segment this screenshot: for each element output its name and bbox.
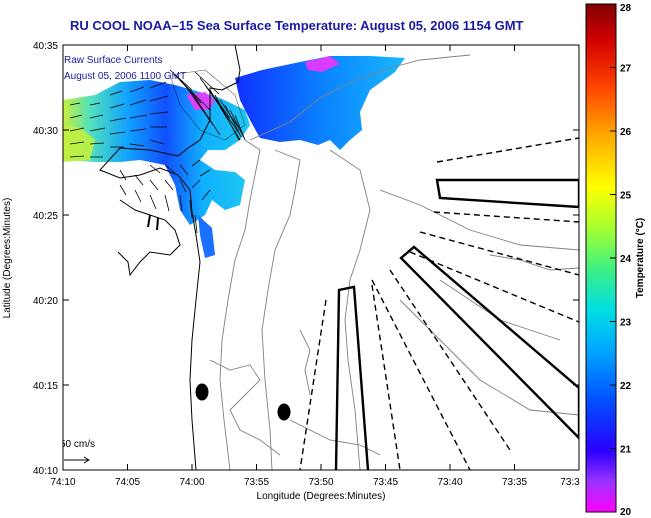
x-tick-label: 73:45 [373, 477, 398, 488]
colorbar-ticks: 28 27 26 25 24 23 22 21 20 [610, 3, 632, 518]
vector-heads [147, 214, 159, 231]
y-axis-ticks: 40:35 40:30 40:25 40:20 40:15 40:10 [33, 41, 579, 477]
colorbar-label: Temperature (°C) [635, 218, 646, 299]
colorbar-tick-label: 25 [620, 191, 632, 202]
colorbar-tick-label: 22 [620, 381, 632, 392]
colorbar-tick-label: 24 [620, 254, 632, 265]
y-axis-label: Latitude (Degrees:Minutes) [2, 198, 13, 319]
x-tick-label: 73:50 [308, 477, 333, 488]
mooring-marker [195, 383, 209, 401]
x-tick-label: 73:35 [502, 477, 527, 488]
y-tick-label: 40:15 [33, 381, 58, 392]
colorbar-tick-label: 21 [620, 445, 632, 456]
transect-box-3 [399, 245, 579, 440]
x-tick-label: 73:40 [437, 477, 462, 488]
mooring-marker [277, 403, 291, 421]
sst-green-edge [63, 125, 95, 162]
x-tick-label: 73:3 [560, 477, 580, 488]
vector-cluster [169, 69, 246, 141]
currents-time-label: August 05, 2006 1100 GMT [64, 71, 186, 82]
x-tick-label: 74:05 [115, 477, 140, 488]
currents-label: Raw Surface Currents [64, 55, 162, 66]
colorbar-tick-label: 26 [620, 127, 632, 138]
x-tick-label: 74:10 [50, 477, 75, 488]
coastline-bay [117, 199, 181, 277]
colorbar-tick-label: 23 [620, 318, 632, 329]
map-content: Raw Surface Currents August 05, 2006 110… [60, 45, 579, 470]
y-tick-label: 40:20 [33, 296, 58, 307]
sst-warm-spot-ne [305, 56, 340, 72]
sst-swath-west [63, 80, 250, 225]
study-areas [334, 178, 579, 470]
colorbar-tick-label: 28 [620, 3, 632, 14]
colorbar-tick-label: 20 [620, 507, 632, 518]
coastline [99, 45, 241, 470]
map-title: RU COOL NOAA–15 Sea Surface Temperature:… [70, 18, 524, 33]
colorbar-tick-label: 27 [620, 64, 632, 75]
y-tick-label: 40:30 [33, 126, 58, 137]
x-axis-label: Longitude (Degrees:Minutes) [257, 491, 386, 502]
sst-swath-north [235, 56, 405, 150]
x-tick-label: 73:55 [244, 477, 269, 488]
y-tick-label: 40:25 [33, 211, 58, 222]
x-tick-label: 74:00 [179, 477, 204, 488]
sst-inlet [198, 215, 215, 258]
transect-dashed-lines [299, 137, 579, 470]
y-tick-label: 40:35 [33, 41, 58, 52]
y-tick-label: 40:10 [33, 466, 58, 477]
scale-arrow [64, 456, 90, 464]
scale-bar-label: 50 cm/s [60, 439, 95, 450]
surface-current-vectors [69, 69, 246, 234]
transect-box-2 [435, 178, 579, 209]
transect-box-1 [334, 285, 370, 470]
x-axis-ticks: 74:10 74:05 74:00 73:55 73:50 73:45 73:40 73:35… [50, 45, 580, 488]
